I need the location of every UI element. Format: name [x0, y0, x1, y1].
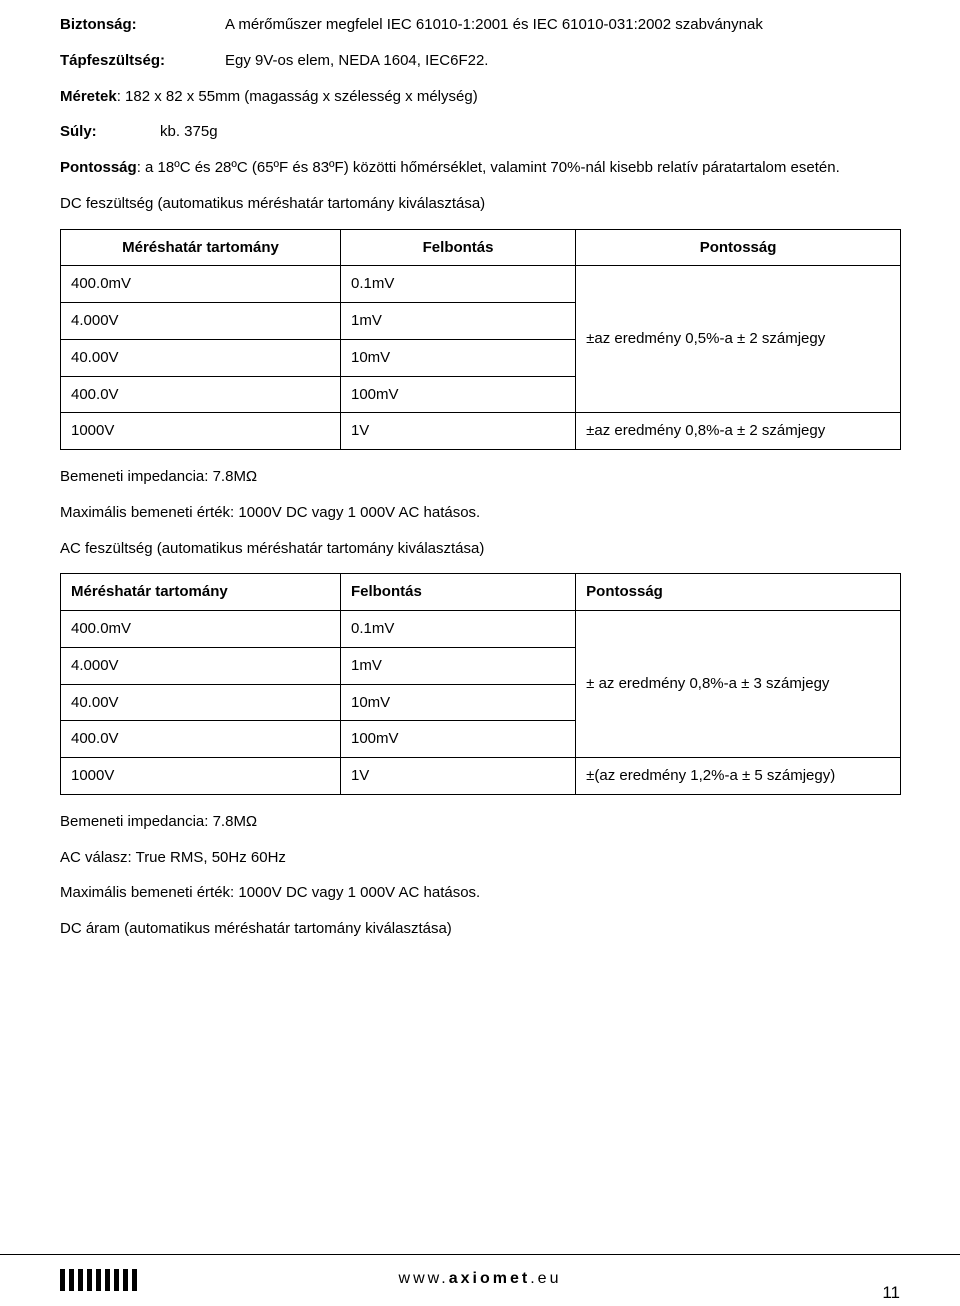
td-res: 10mV — [340, 339, 575, 376]
th-resolution: Felbontás — [340, 229, 575, 266]
spec-dimensions-label: Méretek — [60, 88, 117, 105]
table-header-row: Méréshatár tartomány Felbontás Pontosság — [60, 573, 900, 610]
page-number: 11 — [882, 1281, 900, 1306]
td-range: 4.000V — [60, 302, 340, 339]
barcode-icon — [60, 1269, 137, 1291]
td-accuracy: ±az eredmény 0,8%-a ± 2 számjegy — [575, 412, 900, 449]
spec-dimensions: Méretek: 182 x 82 x 55mm (magasság x szé… — [60, 86, 900, 108]
ac-max-input-note: Maximális bemeneti érték: 1000V DC vagy … — [60, 882, 900, 904]
td-res: 10mV — [340, 684, 575, 721]
td-range: 1000V — [60, 757, 340, 794]
spec-dimensions-value: : 182 x 82 x 55mm (magasság x szélesség … — [117, 88, 478, 105]
th-resolution: Felbontás — [340, 573, 575, 610]
table-row: 40.00V 10mV — [60, 684, 575, 721]
table-header-row: Méréshatár tartomány Felbontás Pontosság — [60, 229, 900, 266]
url-prefix: www. — [399, 1270, 449, 1287]
dc-impedance-note: Bemeneti impedancia: 7.8MΩ — [60, 466, 900, 488]
dc-voltage-title: DC feszültség (automatikus méréshatár ta… — [60, 193, 900, 215]
td-res: 1mV — [340, 647, 575, 684]
td-range: 1000V — [60, 412, 340, 449]
spec-weight: Súly: kb. 375g — [60, 121, 900, 143]
footer-url: www.axiomet.eu — [399, 1267, 562, 1290]
dc-max-input-note: Maximális bemeneti érték: 1000V DC vagy … — [60, 502, 900, 524]
ac-impedance-note: Bemeneti impedancia: 7.8MΩ — [60, 811, 900, 833]
table-row: 4.000V 1mV — [60, 302, 575, 339]
table-row: 400.0mV 0.1mV — [60, 610, 575, 647]
spec-power: Tápfeszültség: Egy 9V-os elem, NEDA 1604… — [60, 50, 900, 72]
td-range: 40.00V — [60, 684, 340, 721]
url-suffix: .eu — [530, 1270, 561, 1287]
th-range: Méréshatár tartomány — [60, 229, 340, 266]
spec-power-label: Tápfeszültség: — [60, 50, 225, 72]
td-accuracy: ±az eredmény 0,5%-a ± 2 számjegy — [575, 265, 900, 412]
table-row: 1000V 1V ±(az eredmény 1,2%-a ± 5 számje… — [60, 757, 900, 794]
ac-row-group-1: 400.0mV 0.1mV 4.000V 1mV 40.00V 10mV 400… — [60, 610, 900, 757]
table-row: 400.0V 100mV — [60, 376, 575, 413]
ac-voltage-title: AC feszültség (automatikus méréshatár ta… — [60, 538, 900, 560]
th-accuracy: Pontosság — [575, 573, 900, 610]
th-accuracy: Pontosság — [575, 229, 900, 266]
spec-safety-value: A mérőműszer megfelel IEC 61010-1:2001 é… — [225, 14, 900, 36]
th-range: Méréshatár tartomány — [60, 573, 340, 610]
spec-weight-value: kb. 375g — [160, 121, 900, 143]
spec-power-value: Egy 9V-os elem, NEDA 1604, IEC6F22. — [225, 50, 900, 72]
td-range: 4.000V — [60, 647, 340, 684]
spec-accuracy-value: : a 18ºC és 28ºC (65ºF és 83ºF) közötti … — [137, 159, 840, 176]
document-page: Biztonság: A mérőműszer megfelel IEC 610… — [0, 0, 960, 1302]
td-accuracy: ±(az eredmény 1,2%-a ± 5 számjegy) — [575, 757, 900, 794]
spec-safety-label: Biztonság: — [60, 14, 225, 36]
dc-current-title: DC áram (automatikus méréshatár tartomán… — [60, 918, 900, 940]
td-res: 1mV — [340, 302, 575, 339]
ac-response-note: AC válasz: True RMS, 50Hz 60Hz — [60, 847, 900, 869]
url-domain: axiomet — [449, 1270, 530, 1287]
td-range: 400.0mV — [60, 265, 340, 302]
spec-safety: Biztonság: A mérőműszer megfelel IEC 610… — [60, 14, 900, 36]
table-row: 400.0mV 0.1mV — [60, 265, 575, 302]
ac-voltage-table: Méréshatár tartomány Felbontás Pontosság… — [60, 573, 901, 795]
td-res: 0.1mV — [340, 610, 575, 647]
td-res: 1V — [340, 757, 575, 794]
table-row: 400.0V 100mV — [60, 720, 575, 757]
td-range: 400.0V — [60, 720, 340, 757]
spec-weight-label: Súly: — [60, 121, 160, 143]
table-row: 1000V 1V ±az eredmény 0,8%-a ± 2 számjeg… — [60, 412, 900, 449]
spec-accuracy-label: Pontosság — [60, 159, 137, 176]
td-range: 400.0mV — [60, 610, 340, 647]
td-res: 1V — [340, 412, 575, 449]
td-range: 400.0V — [60, 376, 340, 413]
dc-row-group-1: 400.0mV 0.1mV 4.000V 1mV 40.00V 10mV 400… — [60, 265, 900, 412]
table-row: 40.00V 10mV — [60, 339, 575, 376]
dc-voltage-table: Méréshatár tartomány Felbontás Pontosság… — [60, 229, 901, 451]
page-footer: www.axiomet.eu 11 — [0, 1254, 960, 1302]
td-res: 0.1mV — [340, 265, 575, 302]
td-res: 100mV — [340, 376, 575, 413]
td-res: 100mV — [340, 720, 575, 757]
td-range: 40.00V — [60, 339, 340, 376]
table-row: 4.000V 1mV — [60, 647, 575, 684]
spec-accuracy: Pontosság: a 18ºC és 28ºC (65ºF és 83ºF)… — [60, 157, 900, 179]
td-accuracy: ± az eredmény 0,8%-a ± 3 számjegy — [575, 610, 900, 757]
